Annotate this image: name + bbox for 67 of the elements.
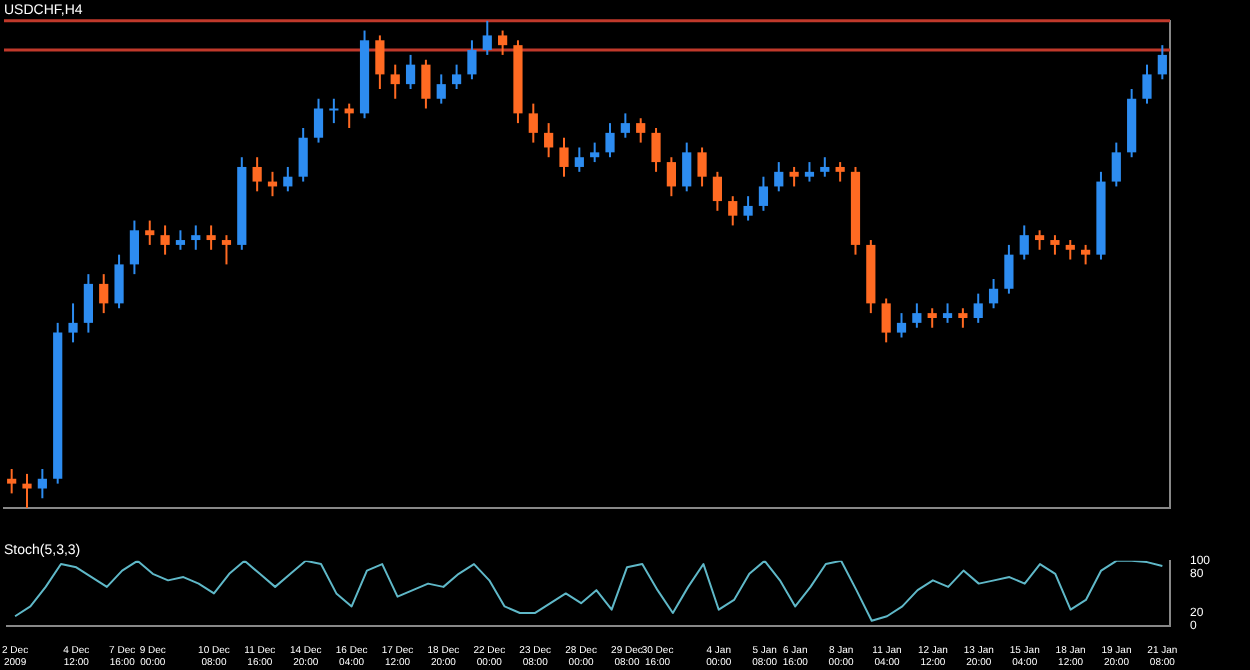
candlestick bbox=[973, 292, 983, 324]
candlestick bbox=[390, 63, 400, 100]
candlestick bbox=[1034, 229, 1045, 251]
candlestick bbox=[1157, 44, 1167, 81]
candlestick bbox=[221, 234, 232, 266]
candlestick bbox=[651, 126, 661, 173]
candlestick bbox=[1142, 63, 1152, 105]
candlestick bbox=[313, 97, 324, 144]
candlestick bbox=[498, 29, 508, 56]
candlestick bbox=[68, 302, 78, 344]
candlestick bbox=[758, 175, 769, 212]
candlestick bbox=[1050, 234, 1060, 256]
candlestick bbox=[774, 161, 784, 193]
candlestick bbox=[252, 156, 262, 193]
candlestick bbox=[1019, 224, 1029, 261]
candlestick bbox=[544, 122, 554, 159]
candlestick bbox=[283, 165, 293, 193]
candlestick bbox=[682, 141, 692, 193]
candlestick bbox=[620, 112, 630, 139]
candlestick bbox=[896, 312, 907, 339]
candlestick bbox=[83, 273, 93, 334]
candlestick bbox=[835, 161, 845, 183]
candlestick bbox=[7, 468, 17, 495]
candlestick bbox=[881, 297, 891, 344]
candlestick bbox=[145, 219, 155, 246]
candlestick bbox=[160, 224, 170, 256]
candlestick bbox=[175, 229, 186, 251]
candlestick bbox=[636, 117, 646, 144]
candlestick bbox=[1065, 239, 1075, 261]
candlestick bbox=[697, 146, 707, 188]
candlestick bbox=[528, 102, 538, 144]
candlestick bbox=[191, 224, 201, 251]
candlestick bbox=[559, 136, 569, 178]
candlestick bbox=[728, 195, 738, 227]
candlestick bbox=[451, 63, 462, 91]
candlestick bbox=[666, 156, 676, 198]
candlestick bbox=[37, 468, 47, 500]
candlestick bbox=[1111, 141, 1121, 188]
candlestick bbox=[927, 307, 937, 329]
candlestick bbox=[467, 39, 477, 81]
candlestick bbox=[590, 141, 600, 164]
candlestick bbox=[375, 34, 385, 91]
candlestick bbox=[712, 170, 723, 212]
candlestick bbox=[22, 472, 32, 509]
candlestick bbox=[344, 102, 354, 129]
candlestick bbox=[206, 224, 216, 251]
candlestick bbox=[912, 302, 922, 329]
candlestick bbox=[942, 302, 953, 324]
candlestick bbox=[129, 219, 140, 276]
candlestick bbox=[421, 58, 431, 110]
candlestick bbox=[743, 195, 753, 222]
candlestick bbox=[1004, 243, 1014, 295]
candlestick bbox=[958, 307, 968, 329]
candlestick bbox=[1081, 243, 1091, 266]
candlestick bbox=[405, 53, 416, 91]
candlestick bbox=[574, 146, 584, 173]
candlestick bbox=[114, 253, 124, 310]
candlestick bbox=[605, 122, 615, 159]
candlestick bbox=[329, 97, 339, 125]
candlestick bbox=[99, 273, 109, 315]
candlestick bbox=[804, 161, 815, 183]
candlestick bbox=[988, 278, 999, 310]
candlestick bbox=[298, 126, 308, 183]
candlestick bbox=[482, 19, 492, 56]
candlestick bbox=[820, 156, 830, 178]
candlestick bbox=[789, 165, 799, 188]
candlestick bbox=[436, 73, 446, 105]
